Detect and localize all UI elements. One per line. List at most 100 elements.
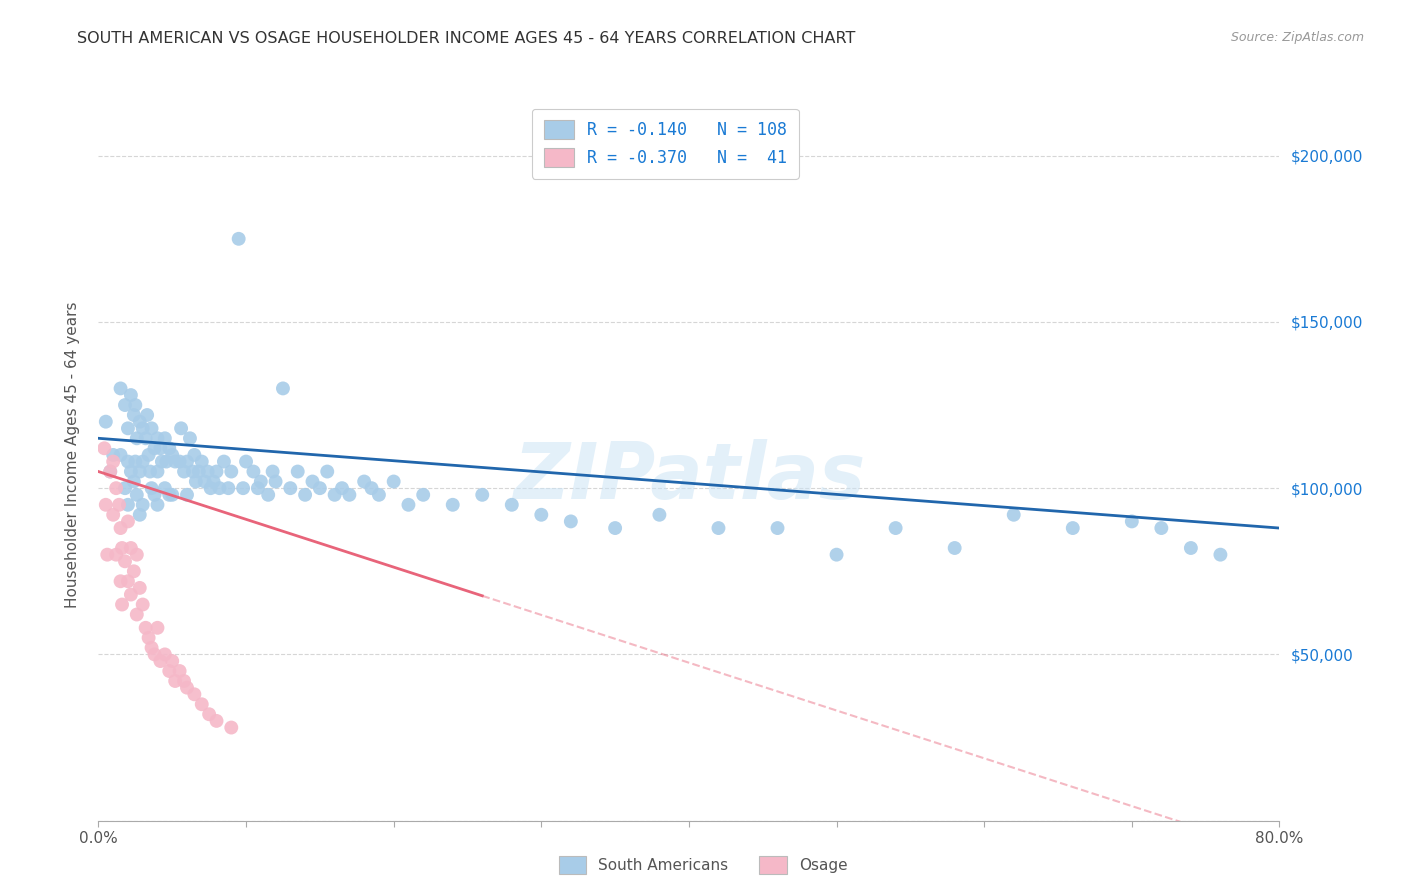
Point	[146, 465, 169, 479]
Point	[108, 498, 131, 512]
Point	[309, 481, 332, 495]
Point	[198, 707, 221, 722]
Point	[153, 481, 176, 495]
Point	[184, 475, 207, 489]
Point	[205, 714, 228, 728]
Point	[93, 442, 115, 456]
Point	[162, 488, 183, 502]
Point	[132, 454, 155, 468]
Point	[197, 465, 219, 479]
Point	[124, 398, 146, 412]
Point	[264, 475, 287, 489]
Point	[132, 498, 155, 512]
Point	[766, 521, 789, 535]
Point	[110, 521, 132, 535]
Point	[191, 454, 214, 468]
Point	[368, 488, 391, 502]
Point	[169, 664, 191, 678]
Point	[169, 454, 191, 468]
Point	[96, 548, 118, 562]
Point	[146, 498, 169, 512]
Point	[884, 521, 907, 535]
Point	[165, 454, 187, 468]
Point	[176, 681, 198, 695]
Point	[128, 508, 150, 522]
Point	[110, 381, 132, 395]
Point	[441, 498, 464, 512]
Point	[271, 381, 294, 395]
Point	[110, 574, 132, 589]
Point	[125, 431, 148, 445]
Point	[117, 421, 139, 435]
Legend: R = -0.140   N = 108, R = -0.370   N =  41: R = -0.140 N = 108, R = -0.370 N = 41	[531, 109, 799, 178]
Point	[235, 454, 257, 468]
Point	[200, 481, 222, 495]
Point	[228, 232, 250, 246]
Point	[153, 648, 176, 662]
Point	[280, 481, 302, 495]
Point	[330, 481, 353, 495]
Point	[217, 481, 239, 495]
Point	[98, 465, 121, 479]
Point	[122, 564, 145, 578]
Point	[262, 465, 284, 479]
Point	[1180, 541, 1202, 555]
Point	[181, 465, 204, 479]
Point	[360, 481, 382, 495]
Point	[111, 541, 134, 555]
Point	[132, 598, 155, 612]
Point	[294, 488, 316, 502]
Point	[194, 475, 217, 489]
Point	[103, 448, 125, 462]
Point	[212, 454, 235, 468]
Point	[202, 475, 225, 489]
Point	[124, 454, 146, 468]
Point	[257, 488, 280, 502]
Point	[707, 521, 730, 535]
Point	[149, 442, 172, 456]
Point	[117, 454, 139, 468]
Point	[94, 415, 117, 429]
Point	[1209, 548, 1232, 562]
Point	[157, 664, 180, 678]
Point	[114, 398, 136, 412]
Point	[105, 548, 128, 562]
Point	[339, 488, 361, 502]
Legend: South Americans, Osage: South Americans, Osage	[553, 850, 853, 880]
Point	[648, 508, 671, 522]
Point	[242, 465, 264, 479]
Point	[221, 721, 243, 735]
Point	[250, 475, 273, 489]
Point	[110, 448, 132, 462]
Point	[162, 654, 183, 668]
Point	[412, 488, 434, 502]
Point	[208, 481, 231, 495]
Point	[141, 481, 163, 495]
Point	[825, 548, 848, 562]
Point	[179, 431, 201, 445]
Point	[111, 598, 134, 612]
Point	[128, 465, 150, 479]
Point	[560, 515, 582, 529]
Text: ZIPatlas: ZIPatlas	[513, 439, 865, 515]
Point	[94, 498, 117, 512]
Text: SOUTH AMERICAN VS OSAGE HOUSEHOLDER INCOME AGES 45 - 64 YEARS CORRELATION CHART: SOUTH AMERICAN VS OSAGE HOUSEHOLDER INCO…	[77, 31, 856, 46]
Point	[128, 415, 150, 429]
Point	[114, 481, 136, 495]
Point	[139, 465, 162, 479]
Point	[117, 574, 139, 589]
Point	[128, 581, 150, 595]
Point	[530, 508, 553, 522]
Point	[943, 541, 966, 555]
Point	[157, 488, 180, 502]
Point	[98, 465, 121, 479]
Point	[125, 607, 148, 622]
Point	[141, 640, 163, 655]
Point	[125, 488, 148, 502]
Point	[605, 521, 627, 535]
Point	[149, 654, 172, 668]
Point	[205, 465, 228, 479]
Point	[146, 621, 169, 635]
Point	[301, 475, 323, 489]
Point	[122, 408, 145, 422]
